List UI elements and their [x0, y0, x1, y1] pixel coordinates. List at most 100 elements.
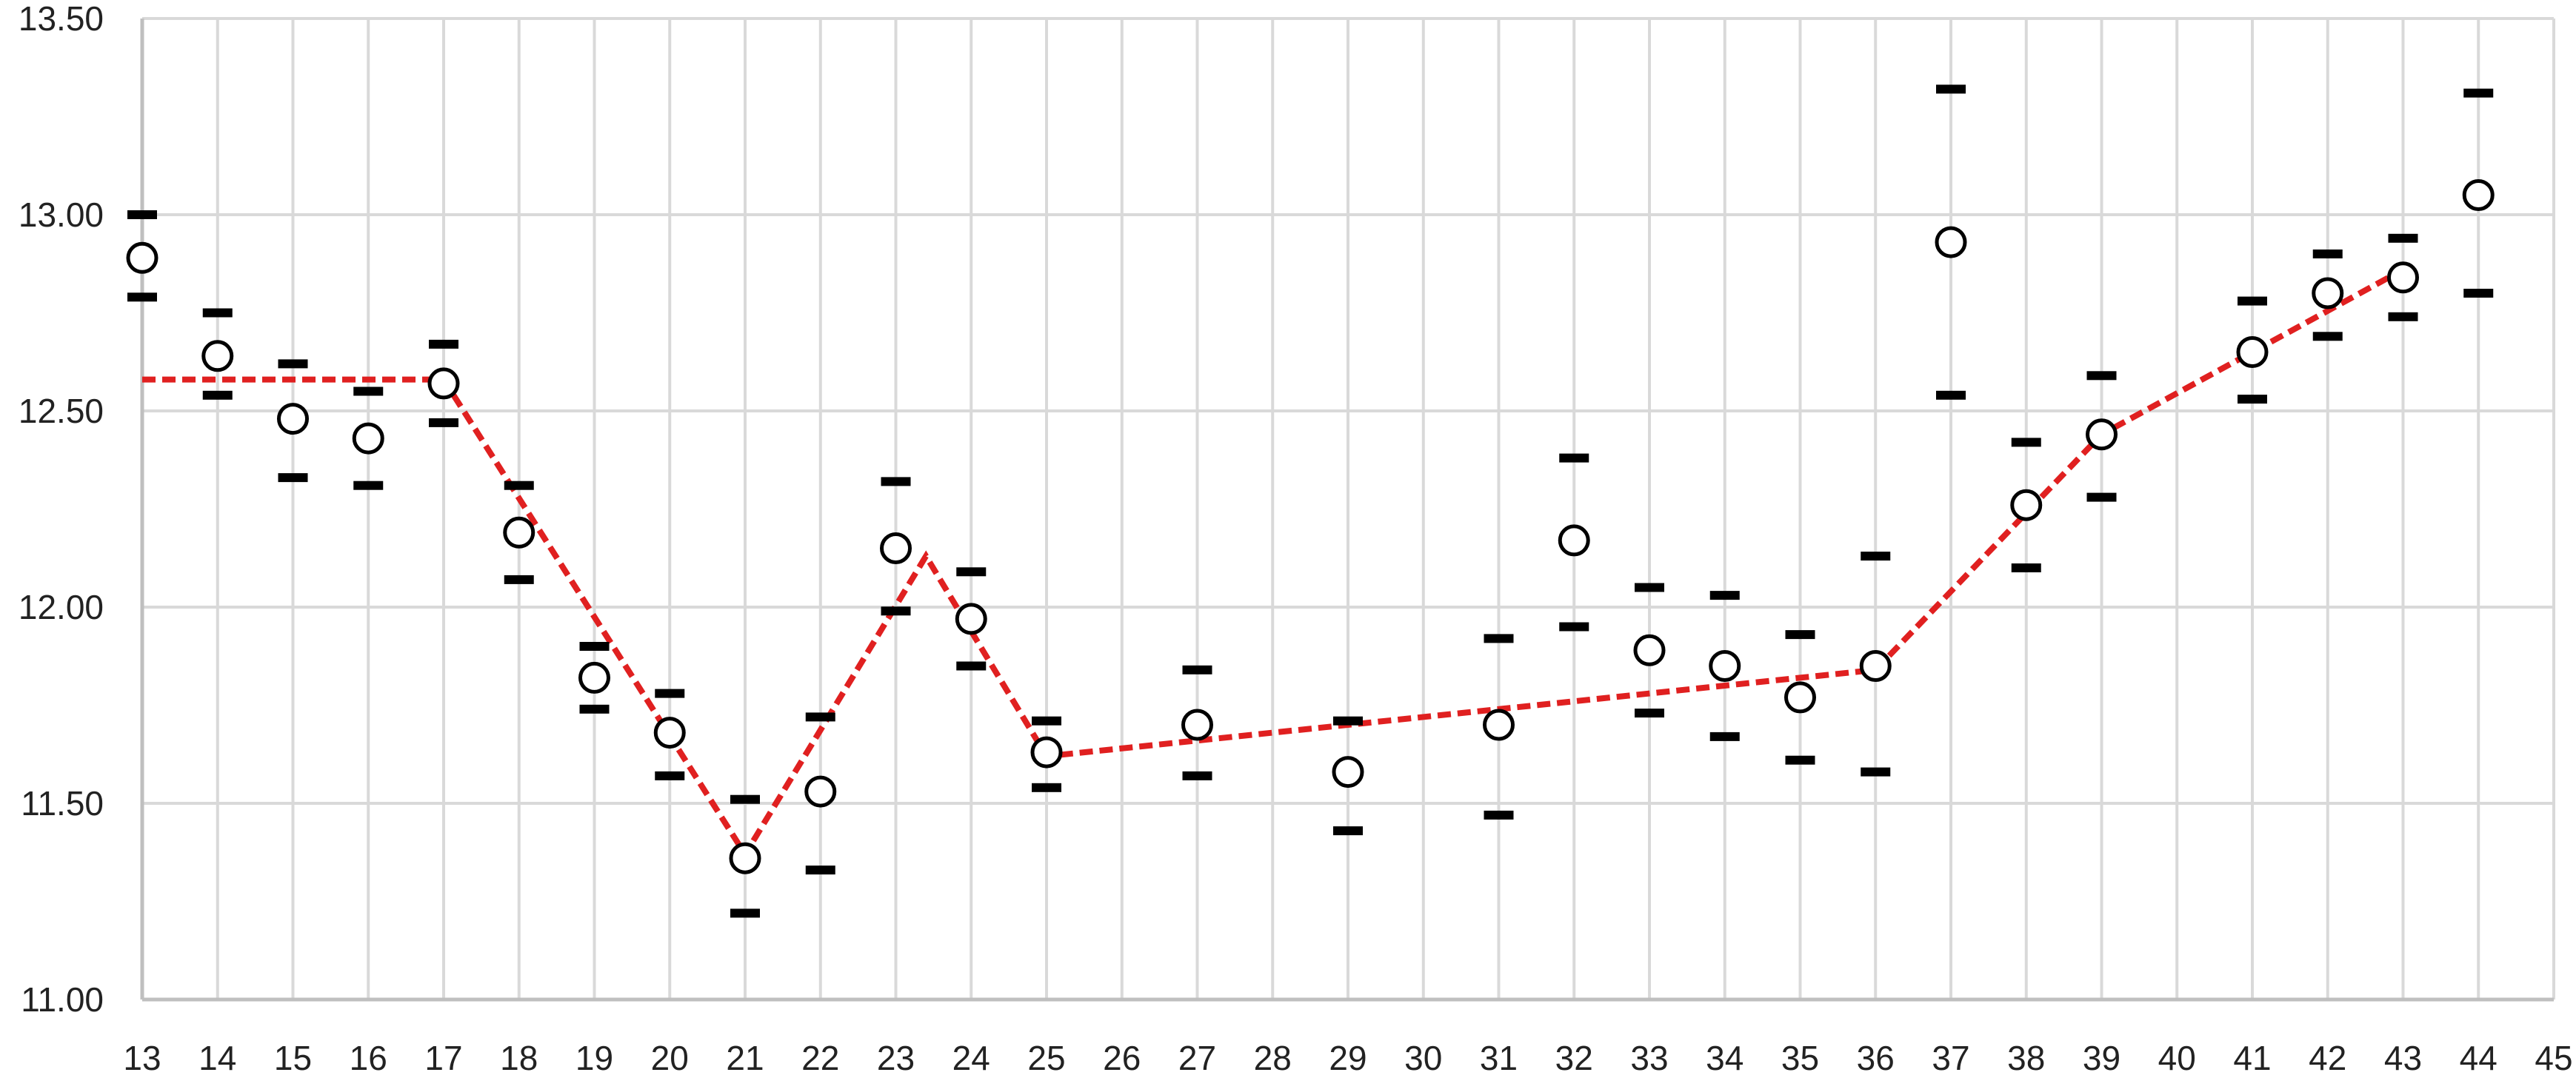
x-tick-label-21: 21 [726, 1039, 764, 1077]
point-x14 [201, 340, 234, 372]
error-upper-x34 [1709, 591, 1740, 600]
error-lower-x31 [1484, 810, 1514, 820]
point-x16 [352, 422, 384, 455]
x-tick-label-33: 33 [1630, 1039, 1668, 1077]
error-upper-x39 [2086, 371, 2117, 381]
point-x32 [1558, 524, 1590, 557]
point-x31 [1483, 709, 1515, 741]
error-upper-x31 [1484, 634, 1514, 643]
error-upper-x24 [956, 567, 987, 577]
point-x39 [2086, 418, 2118, 451]
x-tick-label-31: 31 [1480, 1039, 1518, 1077]
error-upper-x22 [805, 712, 835, 722]
x-tick-label-34: 34 [1706, 1039, 1744, 1077]
error-upper-x19 [579, 642, 610, 651]
point-x43 [2387, 261, 2419, 294]
point-x22 [804, 775, 837, 808]
error-upper-x41 [2238, 296, 2267, 306]
error-lower-x13 [127, 292, 157, 302]
trend-line [142, 267, 2405, 860]
error-upper-x42 [2312, 250, 2343, 258]
x-tick-label-24: 24 [952, 1039, 990, 1077]
error-lower-x27 [1182, 771, 1212, 780]
error-lower-x20 [655, 771, 685, 780]
x-tick-label-35: 35 [1781, 1039, 1819, 1077]
x-tick-label-17: 17 [424, 1039, 462, 1077]
point-x41 [2236, 336, 2269, 368]
error-upper-x18 [504, 481, 534, 490]
x-tick-label-36: 36 [1857, 1039, 1895, 1077]
point-x25 [1030, 736, 1063, 769]
horizontal-gridlines [142, 17, 2554, 805]
error-upper-x20 [655, 689, 685, 698]
point-x23 [880, 532, 912, 564]
error-lower-x35 [1785, 755, 1815, 765]
point-x27 [1181, 709, 1213, 741]
error-upper-x33 [1635, 583, 1664, 592]
error-upper-x38 [2011, 438, 2041, 447]
error-upper-x13 [127, 210, 157, 219]
point-x42 [2312, 277, 2344, 309]
error-upper-x27 [1182, 665, 1212, 674]
y-tick-label-13.50: 13.50 [19, 0, 104, 38]
error-lower-x41 [2238, 395, 2267, 404]
error-lower-x29 [1333, 826, 1363, 836]
error-lower-x15 [278, 473, 308, 483]
vertical-gridlines [216, 19, 2555, 1000]
x-tick-label-45: 45 [2535, 1039, 2572, 1077]
error-lower-x23 [881, 606, 911, 616]
error-lower-x21 [730, 908, 760, 918]
x-tick-label-29: 29 [1329, 1039, 1367, 1077]
point-x35 [1784, 681, 1816, 714]
point-x21 [729, 842, 761, 874]
error-upper-x21 [730, 794, 760, 804]
y-tick-label-11.50: 11.50 [21, 784, 104, 823]
error-lower-x44 [2463, 289, 2494, 298]
point-x24 [955, 603, 987, 635]
x-tick-label-25: 25 [1027, 1039, 1065, 1077]
error-upper-x32 [1559, 453, 1589, 463]
point-x13 [126, 241, 159, 274]
x-tick-label-27: 27 [1178, 1039, 1216, 1077]
error-lower-x33 [1635, 709, 1664, 718]
x-tick-label-18: 18 [500, 1039, 538, 1077]
point-x37 [1935, 226, 1967, 258]
error-lower-x38 [2011, 563, 2041, 572]
error-lower-x18 [504, 575, 534, 584]
point-x33 [1633, 634, 1666, 666]
point-x19 [578, 661, 610, 694]
error-upper-x44 [2463, 88, 2494, 98]
x-tick-label-39: 39 [2083, 1039, 2120, 1077]
error-lower-x34 [1709, 732, 1740, 741]
error-lower-x39 [2086, 492, 2117, 502]
x-tick-labels: 13 14 15 16 17 18 19 20 21 22 23 24 25 26 27 28 29 30 31 32… [123, 1039, 2572, 1077]
error-markers [127, 84, 2494, 918]
error-upper-x36 [1861, 552, 1891, 561]
error-lower-x32 [1559, 622, 1589, 632]
x-tick-label-20: 20 [651, 1039, 689, 1077]
y-tick-label-13.00: 13.00 [19, 195, 104, 234]
error-upper-x23 [881, 477, 911, 486]
x-tick-label-42: 42 [2309, 1039, 2346, 1077]
x-tick-label-41: 41 [2233, 1039, 2271, 1077]
x-tick-label-13: 13 [123, 1039, 161, 1077]
error-upper-x37 [1936, 84, 1966, 94]
x-tick-label-40: 40 [2158, 1039, 2196, 1077]
error-upper-x14 [202, 308, 233, 318]
error-lower-x14 [202, 390, 233, 400]
x-tick-label-32: 32 [1555, 1039, 1593, 1077]
error-upper-x16 [353, 386, 384, 396]
error-upper-x43 [2388, 233, 2418, 243]
error-upper-x15 [278, 359, 308, 369]
error-upper-x29 [1333, 716, 1363, 726]
error-lower-x16 [353, 481, 384, 490]
y-tick-label-12.50: 12.50 [19, 392, 104, 430]
error-lower-x17 [429, 418, 458, 427]
point-x17 [427, 367, 460, 400]
y-tick-label-11.00: 11.00 [21, 980, 104, 1019]
x-tick-label-15: 15 [274, 1039, 312, 1077]
error-lower-x42 [2312, 332, 2343, 341]
error-upper-x17 [429, 339, 458, 349]
x-tick-label-22: 22 [801, 1039, 839, 1077]
point-x44 [2462, 179, 2495, 211]
